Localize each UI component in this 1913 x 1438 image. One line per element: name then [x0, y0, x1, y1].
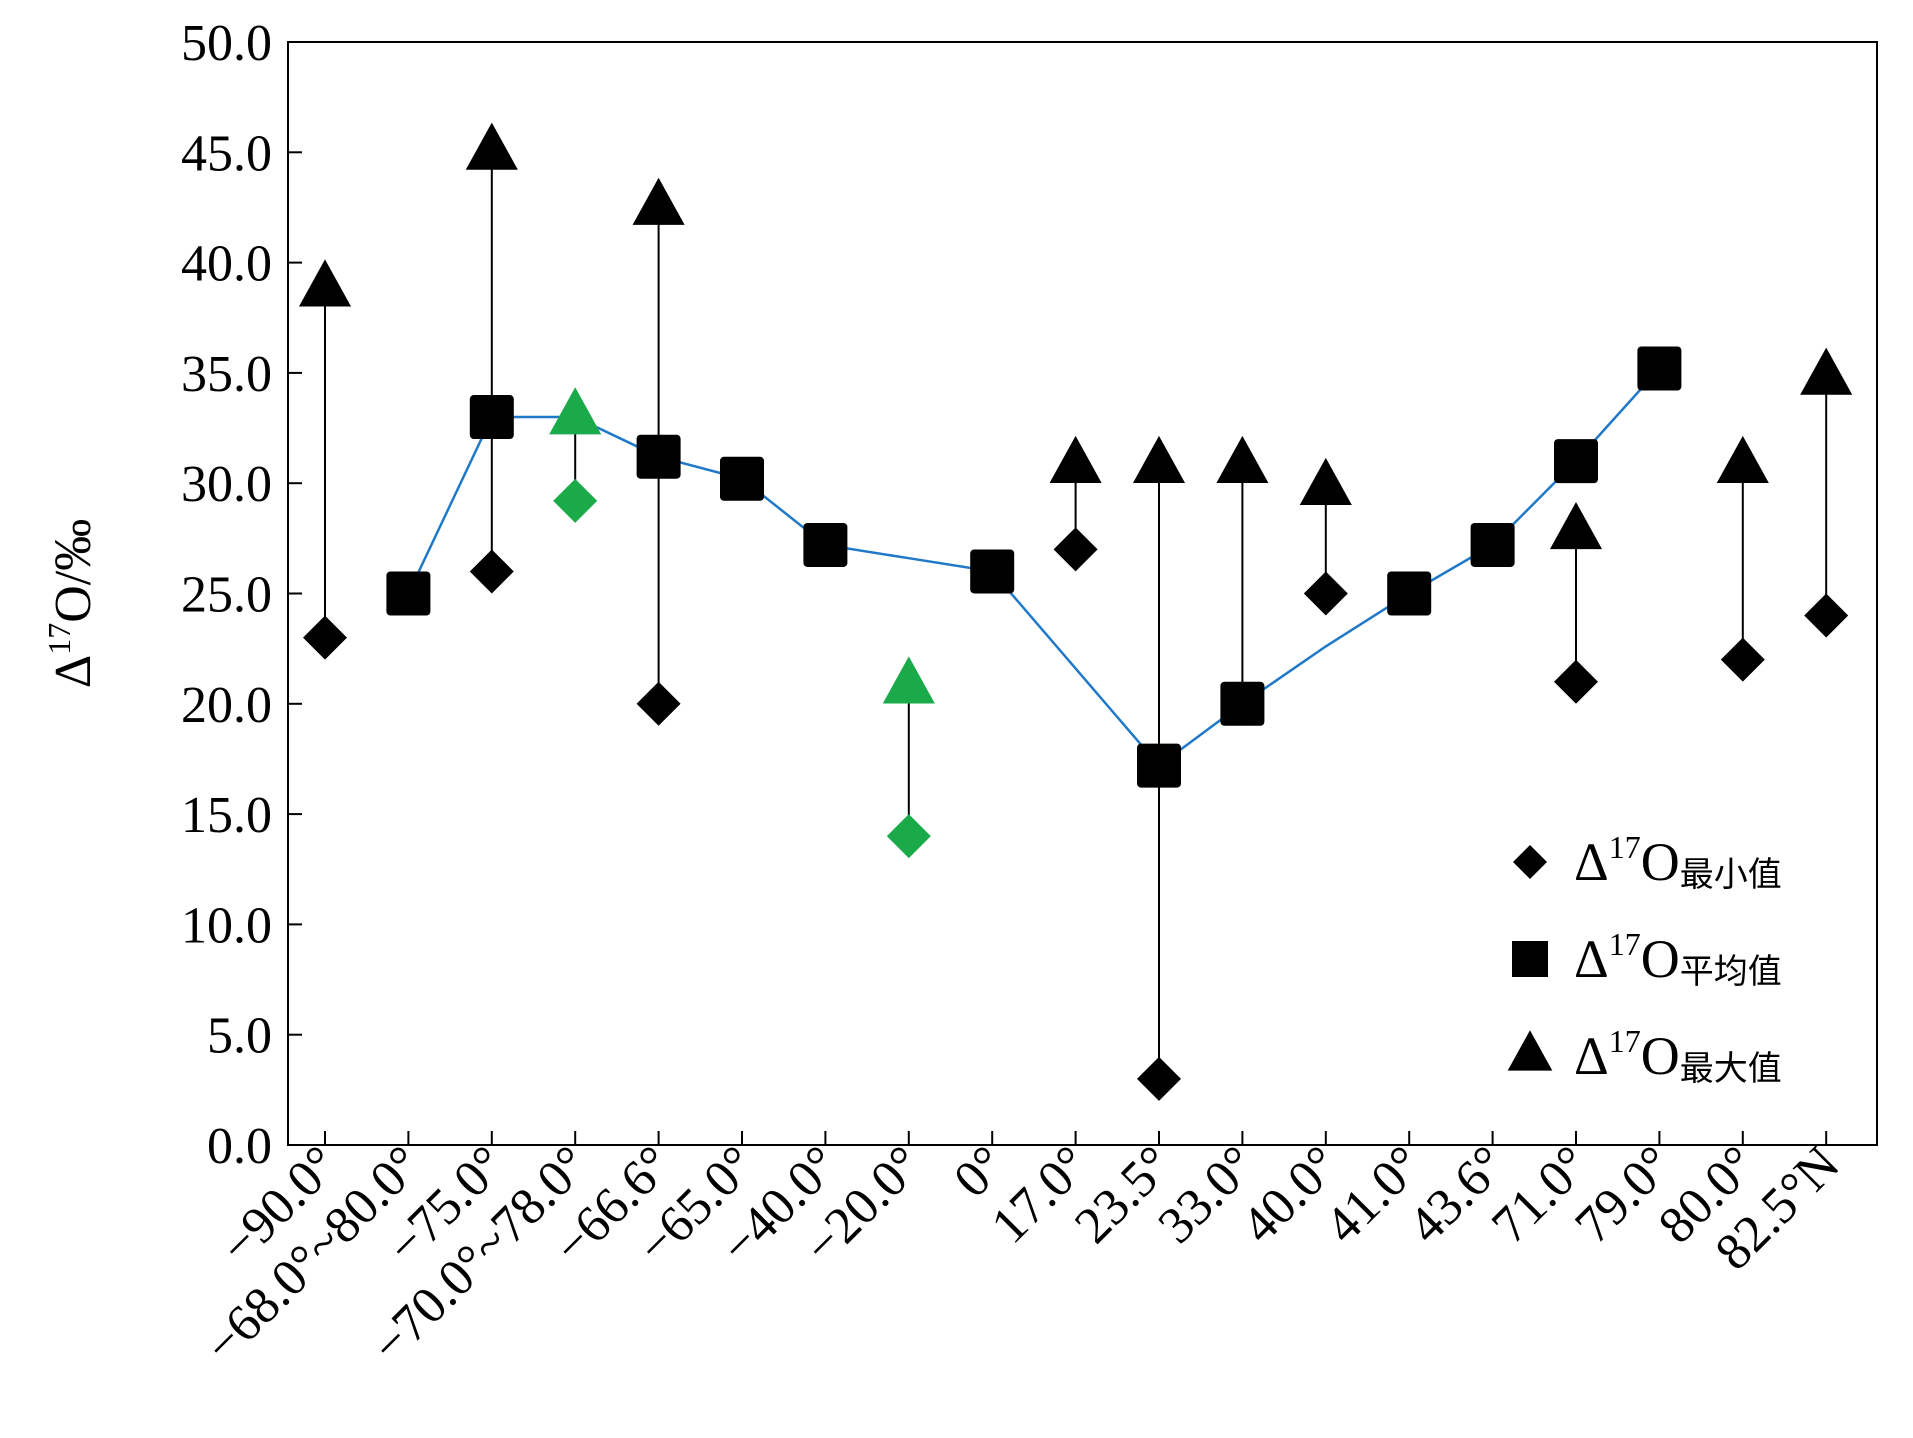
- legend-label: Δ17O最小值: [1574, 829, 1782, 895]
- legend-delta: Δ: [1574, 929, 1609, 989]
- min-marker: [469, 549, 514, 594]
- legend-subscript: 最大值: [1680, 1049, 1782, 1089]
- y-tick-label: 30.0: [181, 456, 272, 513]
- mean-marker: [1470, 522, 1515, 567]
- ylabel-rest: O/‰: [45, 519, 102, 623]
- mean-marker: [386, 571, 431, 616]
- min-marker: [636, 681, 681, 726]
- min-marker: [1554, 659, 1598, 704]
- max-marker: [1716, 435, 1769, 483]
- y-tick-label: 35.0: [181, 346, 272, 403]
- axes: [287, 41, 1878, 1146]
- y-tick-label: 10.0: [181, 897, 272, 954]
- ylabel-superscript: 17: [41, 623, 77, 655]
- max-marker: [1800, 347, 1853, 395]
- max-marker: [1216, 435, 1269, 483]
- legend-delta: Δ: [1574, 1026, 1609, 1086]
- min-marker: [303, 615, 347, 660]
- ylabel-delta: Δ: [45, 655, 102, 688]
- x-ticks: −90.0°−68.0°~80.0°−75.0°−70.0°~78.0°−66.…: [194, 1131, 1851, 1374]
- min-marker: [1303, 571, 1348, 616]
- plot-frame: [287, 41, 1878, 1146]
- legend-delta: Δ: [1574, 832, 1609, 892]
- legend-main: O: [1641, 1026, 1680, 1086]
- mean-marker: [803, 522, 848, 567]
- legend-main: O: [1641, 929, 1680, 989]
- legend-subscript: 平均值: [1680, 952, 1782, 992]
- mean-marker: [720, 456, 764, 501]
- y-tick-label: 25.0: [181, 567, 272, 624]
- y-tick-label: 40.0: [181, 236, 272, 293]
- mean-marker: [636, 434, 681, 479]
- legend-label: Δ17O平均值: [1574, 926, 1782, 992]
- max-marker: [1549, 502, 1603, 550]
- max-marker: [465, 122, 518, 170]
- max-marker: [632, 177, 685, 225]
- legend-label: Δ17O最大值: [1574, 1023, 1782, 1089]
- y-axis-title: Δ17O/‰: [41, 519, 102, 688]
- mean-marker: [469, 395, 514, 440]
- mean-marker: [1387, 571, 1432, 616]
- min-marker: [1720, 637, 1765, 682]
- max-marker: [1049, 435, 1102, 483]
- min-marker: [1053, 527, 1098, 572]
- mean-marker: [1637, 346, 1682, 391]
- y-ticks: 0.0 5.0 10.0 15.0 20.0 25.0 30.0 35.0 40.0 45.0 50…: [181, 15, 302, 1175]
- y-tick-label: 15.0: [181, 787, 272, 844]
- min-marker: [553, 478, 598, 523]
- legend-superscript: 17: [1609, 1023, 1641, 1059]
- mean-marker: [1137, 743, 1181, 788]
- y-tick-label: 5.0: [207, 1008, 272, 1065]
- max-marker: [549, 387, 602, 435]
- markers: [298, 122, 1853, 1101]
- legend-subscript: 最小值: [1680, 855, 1782, 895]
- max-marker: [298, 259, 352, 307]
- y-tick-label: 45.0: [181, 125, 272, 182]
- max-marker: [1299, 457, 1352, 506]
- legend-square-symbol: [1512, 941, 1548, 977]
- legend-superscript: 17: [1609, 926, 1641, 962]
- legend-superscript: 17: [1609, 829, 1641, 865]
- min-marker: [1137, 1056, 1181, 1101]
- mean-marker: [970, 549, 1015, 594]
- min-marker: [886, 814, 931, 859]
- legend-diamond-symbol: [1513, 845, 1547, 879]
- min-marker: [1220, 681, 1265, 726]
- max-marker: [1132, 435, 1186, 483]
- y-tick-label: 0.0: [207, 1118, 272, 1175]
- legend-triangle-symbol: [1507, 1030, 1553, 1071]
- y-tick-label: 20.0: [181, 677, 272, 734]
- max-marker: [882, 656, 935, 704]
- mean-marker: [1554, 439, 1598, 484]
- min-marker: [1804, 593, 1849, 638]
- y-tick-label: 50.0: [181, 15, 272, 72]
- legend-main: O: [1641, 832, 1680, 892]
